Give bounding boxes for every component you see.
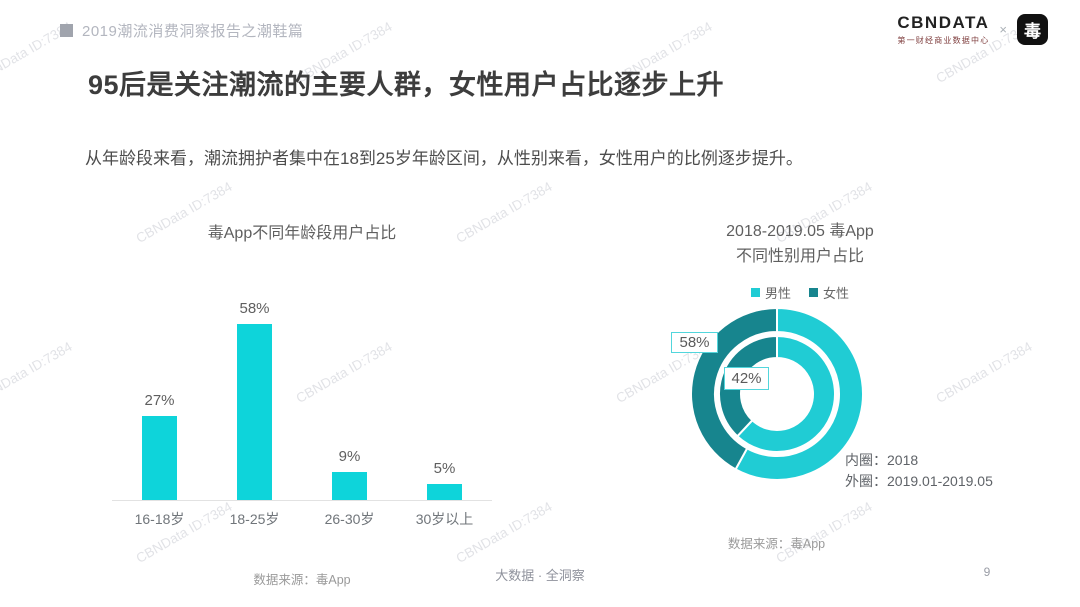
logo-separator: × [999, 22, 1007, 37]
bar [237, 324, 272, 500]
bar-value-label: 9% [338, 448, 361, 465]
donut-rings [690, 306, 864, 481]
donut-segment-内圈-male [735, 334, 836, 453]
legend-item-女性: 女性 [809, 283, 849, 302]
bar-x-label: 16-18岁 [134, 511, 185, 527]
header-square-marker [60, 24, 73, 37]
bar [427, 484, 462, 500]
legend-swatch [750, 288, 760, 297]
page-number: 9 [983, 565, 991, 579]
donut-chart-source: 数据来源：毒App [727, 537, 826, 551]
ring-note-inner: 内圈：2018 [845, 452, 919, 468]
ring-note-outer: 外圈：2019.01-2019.05 [845, 473, 993, 489]
bar-x-label: 26-30岁 [324, 511, 375, 527]
brand-logos: CBNDATA 第一财经商业数据中心 × 毒 [897, 13, 1048, 46]
bar-value-label: 5% [433, 460, 456, 477]
page-title: 95后是关注潮流的主要人群，女性用户占比逐步上升 [88, 70, 725, 100]
du-app-logo-icon: 毒 [1017, 14, 1048, 45]
bar-column: 27% [112, 300, 207, 500]
du-app-glyph: 毒 [1024, 22, 1041, 41]
cbndata-logo: CBNDATA 第一财经商业数据中心 [897, 13, 989, 46]
legend-swatch [809, 288, 818, 297]
donut-chart-title: 2018-2019.05 毒App 不同性别用户占比 [659, 219, 941, 269]
legend-item-男性: 男性 [750, 283, 791, 302]
ring-note: 内圈：2018 外圈：2019.01-2019.05 [845, 450, 993, 492]
legend-label: 男性 [764, 286, 791, 301]
callout-58-percent: 58% [671, 332, 718, 353]
bar-x-axis-labels: 16-18岁 18-25岁 26-30岁 30岁以上 [112, 509, 492, 529]
legend-label: 女性 [823, 286, 850, 301]
report-header: 2019潮流消费洞察报告之潮鞋篇 [60, 20, 303, 41]
report-header-label: 2019潮流消费洞察报告之潮鞋篇 [82, 23, 304, 40]
donut-title-line2: 不同性别用户占比 [735, 248, 864, 265]
donut-title-line1: 2018-2019.05 毒App [726, 223, 874, 240]
donut-legend: 男性 女性 [659, 283, 941, 302]
bar [142, 416, 177, 500]
page-subtitle: 从年龄段来看，潮流拥护者集中在18到25岁年龄区间，从性别来看，女性用户的比例逐… [85, 149, 803, 168]
callout-42-percent: 42% [724, 367, 769, 390]
bar-column: 58% [207, 300, 302, 500]
bar-chart-source: 数据来源：毒App [253, 573, 351, 587]
bar-x-label: 30岁以上 [415, 511, 474, 527]
watermark-text: CBNData ID:7384 [0, 338, 75, 407]
bar-chart-title: 毒App不同年龄段用户占比 [207, 225, 397, 242]
gender-donut-chart: 2018-2019.05 毒App 不同性别用户占比 男性 女性 58% 42% … [659, 219, 993, 551]
donut-segment-外圈-male [734, 306, 864, 481]
callout-58-label: 58% [679, 334, 710, 351]
bar [332, 472, 367, 500]
footer-slogan: 大数据 · 全洞察 [495, 568, 585, 583]
age-bar-chart: 毒App不同年龄段用户占比 27% 58% 9% 5% 16-18岁 18-25岁 26-… [112, 219, 492, 588]
bar-x-label: 18-25岁 [229, 511, 280, 527]
bar-column: 5% [397, 300, 492, 500]
watermark-text: CBNData ID:7384 [933, 338, 1035, 407]
bar-plot-area: 27% 58% 9% 5% [112, 300, 492, 501]
bar-value-label: 58% [239, 300, 270, 317]
donut-segment-内圈-female [718, 334, 778, 438]
callout-42-label: 42% [731, 370, 762, 387]
cbndata-wordmark: CBNDATA [897, 13, 990, 32]
bar-column: 9% [302, 300, 397, 500]
bar-value-label: 27% [144, 392, 175, 409]
cbndata-subtitle: 第一财经商业数据中心 [897, 36, 990, 45]
